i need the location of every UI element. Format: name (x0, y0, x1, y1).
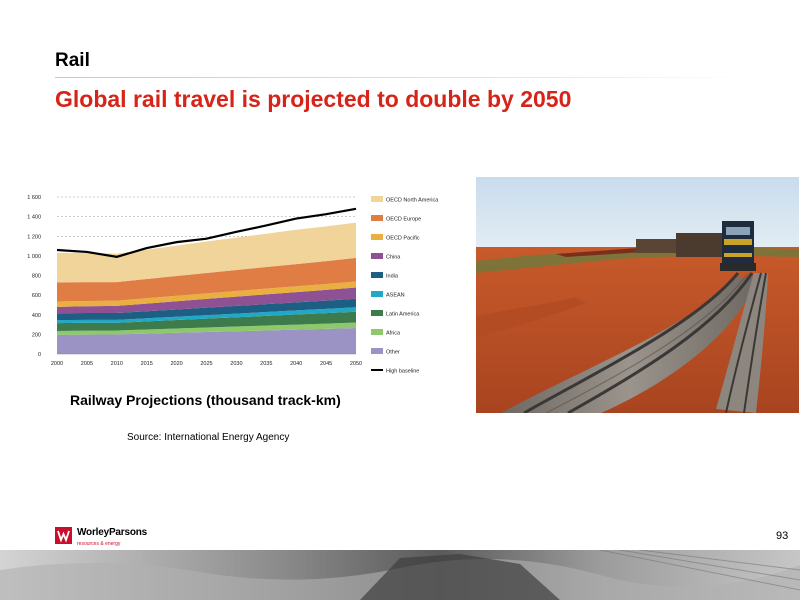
chart-legend: OECD North America OECD Europe OECD Pacifi… (371, 196, 439, 375)
legend-label: OECD Europe (386, 217, 421, 223)
legend-swatch (371, 234, 383, 240)
line-high-baseline (56, 207, 357, 258)
title-divider (55, 77, 745, 78)
area-oecd-north-america (57, 222, 356, 283)
locomotive (636, 221, 756, 271)
area-other (57, 327, 356, 354)
chart-area-series (57, 222, 356, 354)
y-tick-label: 1 400 (27, 215, 41, 221)
legend-swatch (371, 291, 383, 297)
legend-swatch (371, 329, 383, 335)
area-china (57, 287, 356, 314)
y-tick-label: 800 (32, 274, 41, 280)
legend-label: OECD North America (386, 198, 439, 204)
x-tick-label: 2040 (290, 361, 302, 367)
section-title: Rail (55, 50, 90, 71)
logo-wordmark: WorleyParsons (77, 527, 148, 538)
y-tick-label: 200 (32, 332, 41, 338)
legend-label: India (386, 274, 399, 280)
logo-tagline: resources & energy (77, 541, 121, 547)
x-tick-label: 2025 (200, 361, 212, 367)
chart-caption: Railway Projections (thousand track-km) (70, 392, 341, 408)
x-tick-label: 2020 (170, 361, 182, 367)
x-tick-label: 2005 (81, 361, 93, 367)
source-note: Source: International Energy Agency (127, 432, 290, 443)
legend-label: High baseline (386, 369, 419, 375)
area-oecd-europe (57, 257, 356, 302)
chart-axes: 0 200 400 600 800 1 000 1 200 1 400 1 600 2000 200… (27, 195, 362, 367)
logo-mark (55, 527, 72, 544)
legend-swatch (371, 348, 383, 354)
chart-line-series (56, 207, 357, 258)
y-tick-label: 1 600 (27, 195, 41, 201)
x-tick-label: 2050 (350, 361, 362, 367)
x-tick-label: 2035 (260, 361, 272, 367)
legend-label: ASEAN (386, 293, 405, 299)
area-africa (57, 322, 356, 335)
x-tick-label: 2030 (230, 361, 242, 367)
area-india (57, 298, 356, 321)
x-tick-label: 2000 (51, 361, 63, 367)
legend-swatch (371, 310, 383, 316)
x-tick-label: 2010 (111, 361, 123, 367)
legend-swatch (371, 215, 383, 221)
legend-label: Africa (386, 331, 401, 337)
x-tick-label: 2015 (141, 361, 153, 367)
worleyparsons-logo: WorleyParsons resources & energy (55, 527, 165, 553)
legend-label: China (386, 255, 401, 261)
legend-swatch (371, 272, 383, 278)
x-tick-label: 2045 (320, 361, 332, 367)
y-tick-label: 1 200 (27, 234, 41, 240)
rail-projection-chart: 0 200 400 600 800 1 000 1 200 1 400 1 600 2000 200… (27, 195, 439, 375)
train-photo (476, 177, 799, 413)
y-tick-label: 0 (38, 352, 41, 358)
legend-swatch (371, 196, 383, 202)
legend-label: OECD Pacific (386, 236, 420, 242)
legend-label: Other (386, 350, 400, 356)
area-oecd-pacific (57, 281, 356, 307)
legend-label: Latin America (386, 312, 420, 318)
legend-swatch (371, 253, 383, 259)
y-tick-label: 1 000 (27, 254, 41, 260)
y-tick-label: 600 (32, 293, 41, 299)
area-asean (57, 307, 356, 324)
page-number: 93 (776, 530, 789, 542)
slide-headline: Global rail travel is projected to doubl… (55, 86, 572, 112)
footer-image-band (0, 550, 800, 600)
area-latin-america (57, 311, 356, 331)
y-tick-label: 400 (32, 313, 41, 319)
